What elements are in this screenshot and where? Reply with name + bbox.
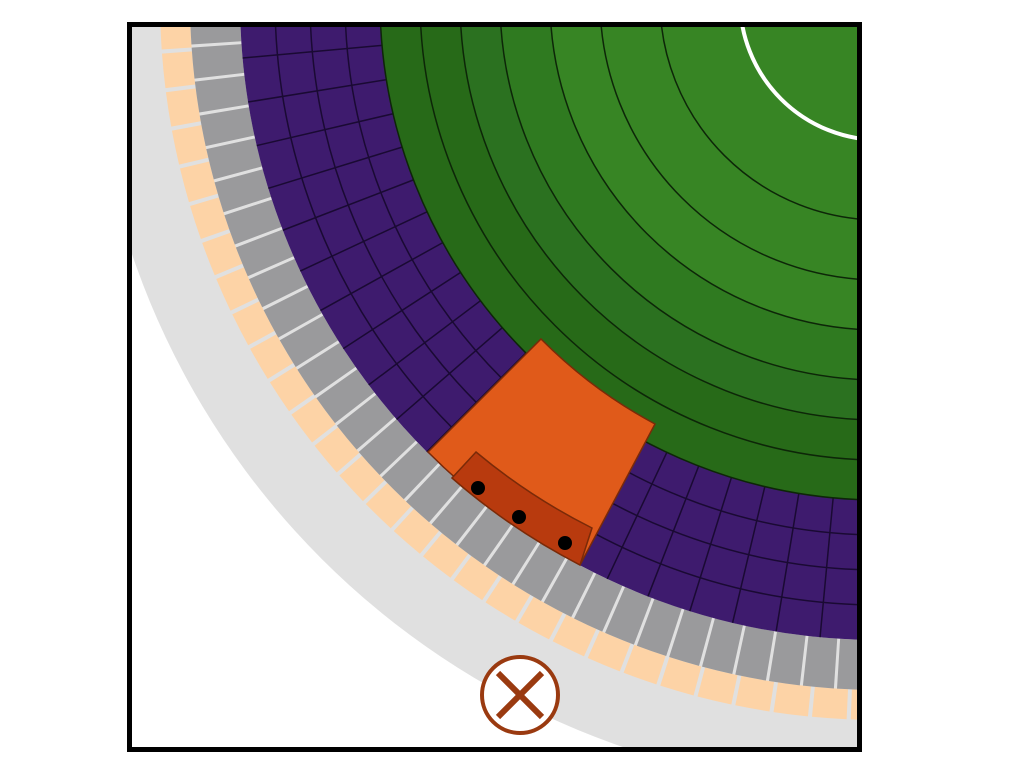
green-ring — [660, 27, 857, 220]
frame — [127, 22, 862, 752]
selected-seat[interactable] — [512, 510, 526, 524]
selected-row — [450, 450, 593, 567]
selected-seat[interactable] — [471, 481, 485, 495]
map-area — [132, 27, 857, 747]
selected-seat[interactable] — [558, 536, 572, 550]
entrance-icon-stroke — [495, 670, 545, 720]
